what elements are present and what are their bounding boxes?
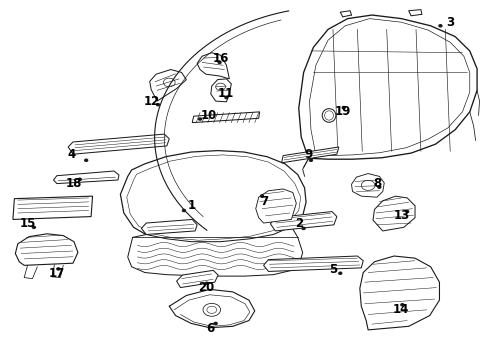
Circle shape [214, 322, 217, 324]
Circle shape [205, 282, 208, 284]
Text: 5: 5 [329, 263, 337, 276]
Circle shape [78, 178, 81, 180]
Circle shape [406, 211, 409, 213]
Circle shape [85, 159, 88, 161]
Polygon shape [256, 189, 296, 223]
Circle shape [261, 195, 264, 197]
Polygon shape [282, 147, 339, 163]
Text: 4: 4 [68, 148, 75, 161]
Polygon shape [68, 134, 169, 154]
Polygon shape [197, 53, 229, 79]
Text: 18: 18 [66, 177, 82, 190]
Circle shape [339, 272, 342, 274]
Circle shape [32, 226, 35, 228]
Polygon shape [150, 69, 186, 101]
Text: 20: 20 [198, 281, 214, 294]
Polygon shape [128, 226, 303, 276]
Text: 17: 17 [49, 267, 65, 280]
Polygon shape [53, 171, 119, 184]
Circle shape [198, 118, 201, 120]
Text: 19: 19 [335, 105, 351, 118]
Text: 3: 3 [446, 16, 454, 29]
Text: 14: 14 [393, 303, 410, 316]
Polygon shape [15, 234, 78, 265]
Circle shape [157, 104, 159, 106]
Text: 10: 10 [200, 109, 217, 122]
Text: 1: 1 [187, 199, 196, 212]
Circle shape [57, 268, 60, 270]
Text: 16: 16 [212, 51, 229, 64]
Circle shape [182, 210, 185, 212]
Circle shape [310, 159, 313, 161]
Text: 11: 11 [218, 87, 234, 100]
Text: 2: 2 [294, 216, 303, 230]
Polygon shape [211, 79, 231, 102]
Polygon shape [121, 150, 306, 244]
Circle shape [439, 25, 442, 27]
Circle shape [401, 304, 404, 306]
Ellipse shape [322, 109, 336, 122]
Circle shape [342, 107, 345, 109]
Polygon shape [264, 256, 363, 271]
Polygon shape [13, 196, 93, 220]
Circle shape [378, 186, 381, 188]
Circle shape [225, 96, 228, 99]
Text: 13: 13 [393, 210, 410, 222]
Polygon shape [360, 256, 440, 330]
Polygon shape [373, 196, 415, 231]
Text: 12: 12 [144, 95, 160, 108]
Text: 7: 7 [261, 195, 269, 208]
Polygon shape [192, 112, 260, 123]
Polygon shape [351, 174, 384, 197]
Text: 8: 8 [373, 177, 381, 190]
Circle shape [218, 61, 221, 63]
Text: 6: 6 [207, 322, 215, 335]
Polygon shape [299, 15, 477, 159]
Polygon shape [270, 212, 337, 231]
Polygon shape [176, 270, 218, 288]
Text: 9: 9 [304, 148, 313, 161]
Text: 15: 15 [20, 216, 36, 230]
Circle shape [302, 227, 305, 229]
Polygon shape [142, 220, 197, 234]
